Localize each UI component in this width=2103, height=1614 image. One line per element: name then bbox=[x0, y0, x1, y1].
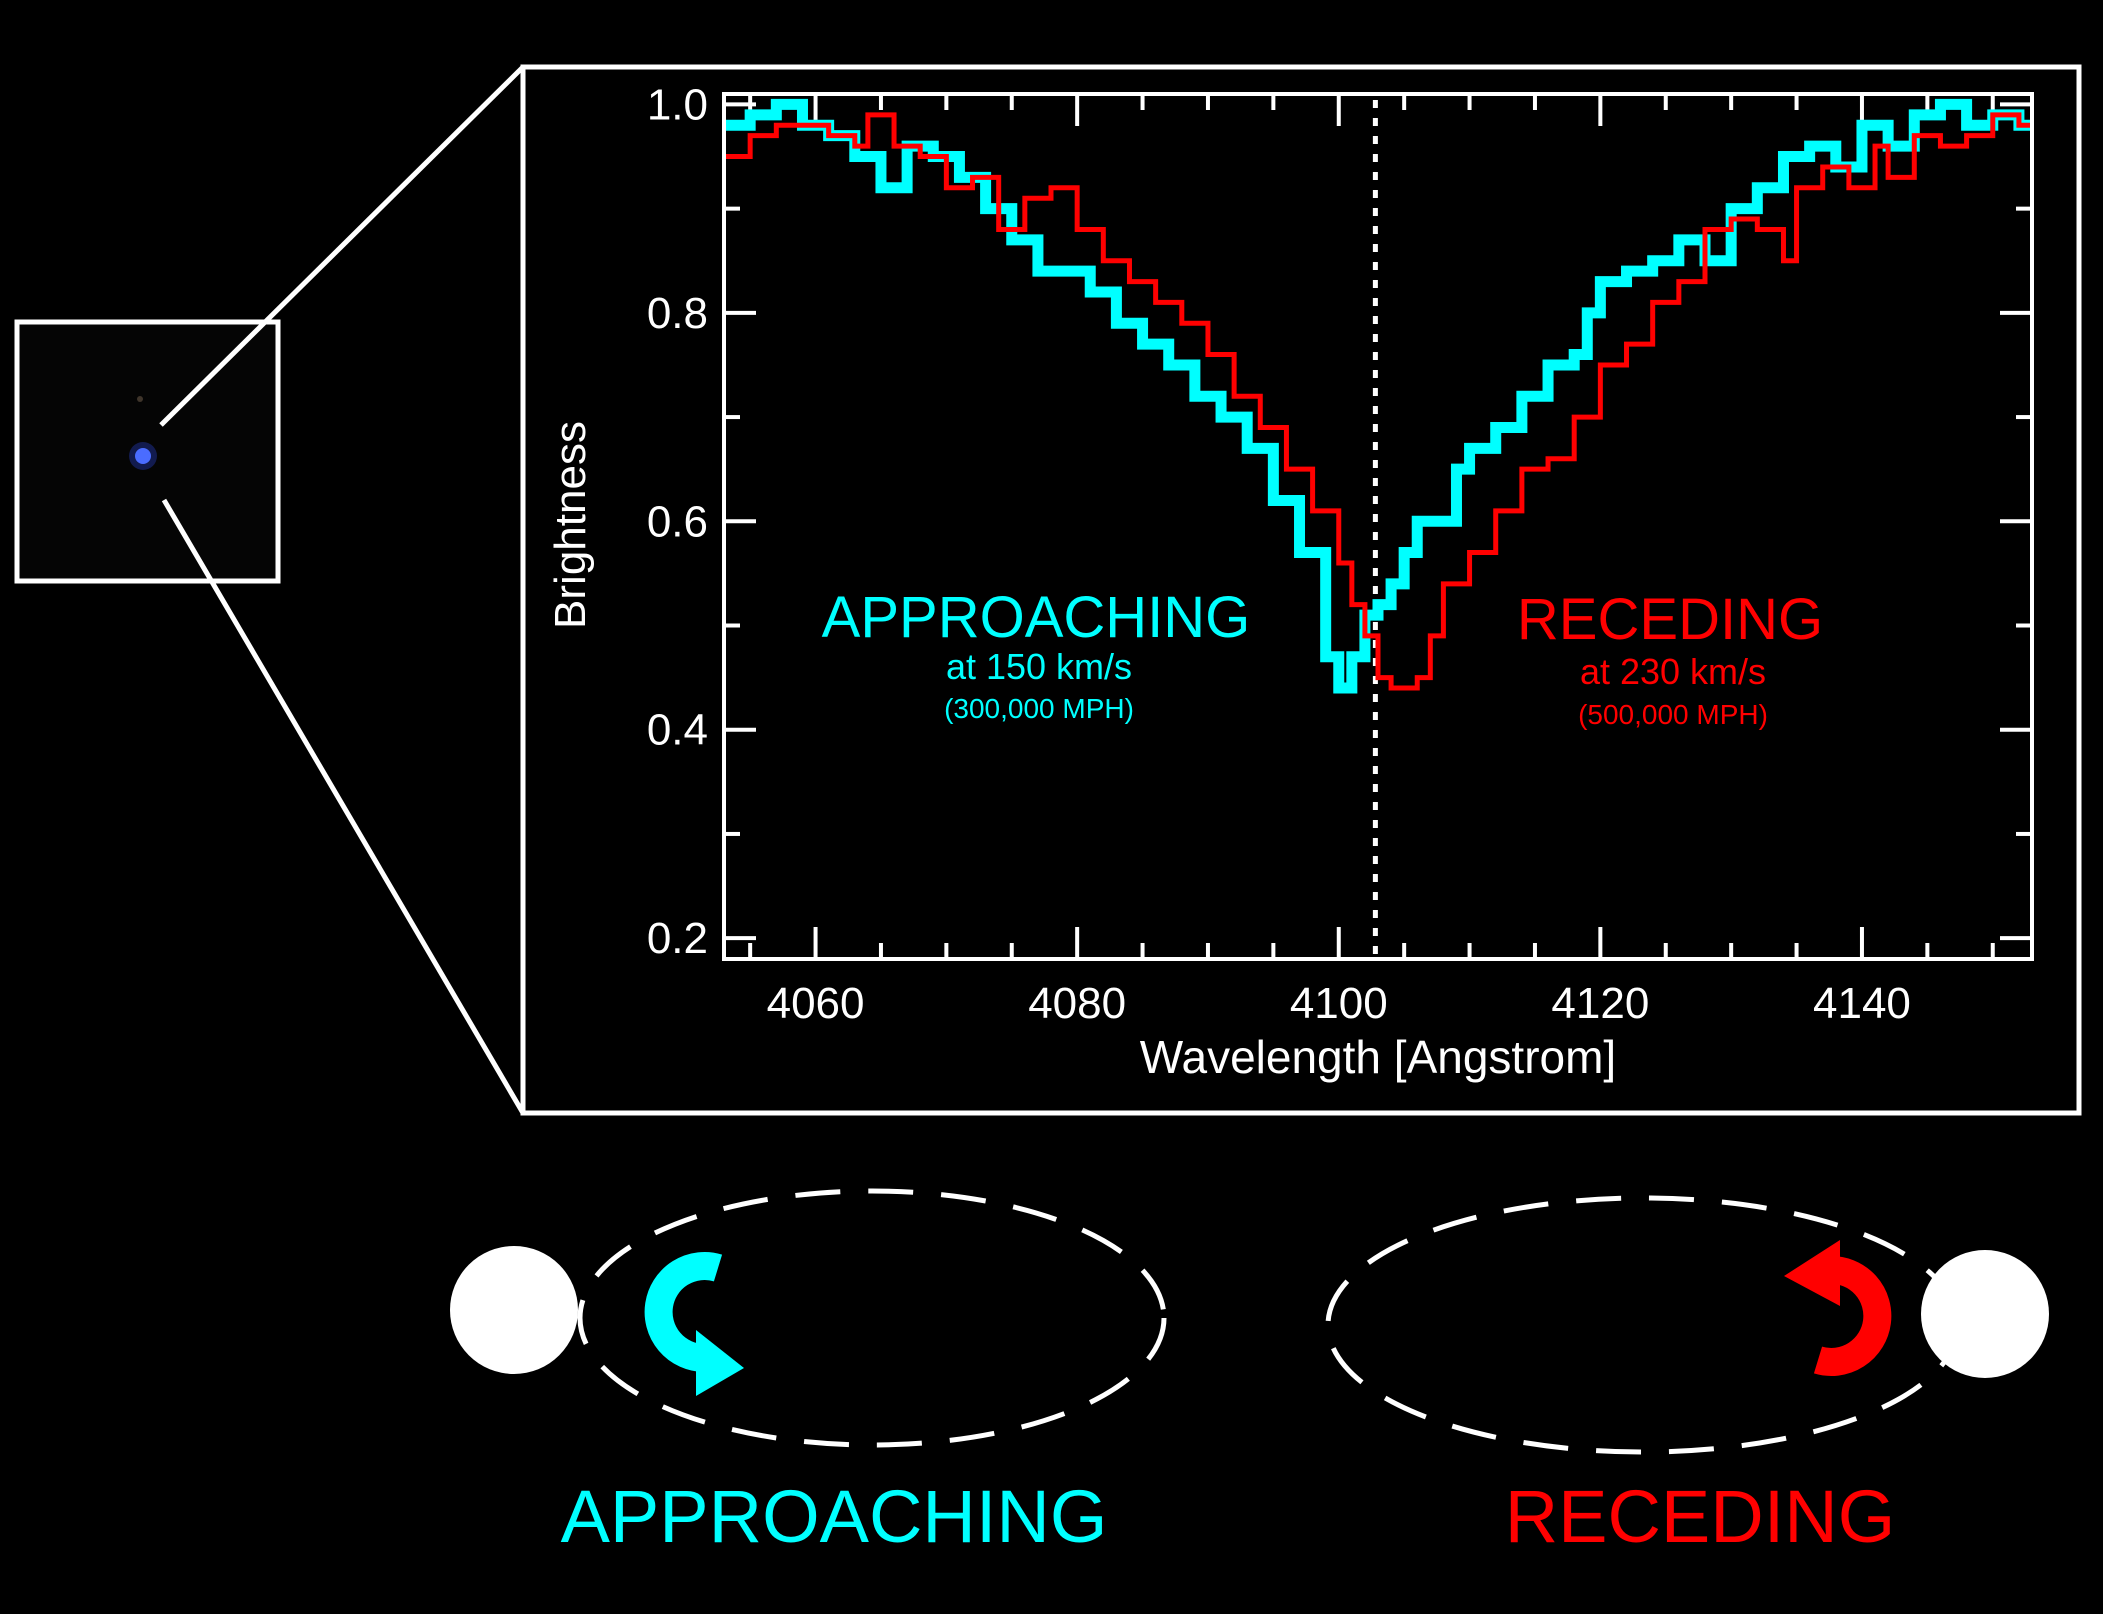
receding-mph: (500,000 MPH) bbox=[1578, 699, 1768, 730]
receding-title: RECEDING bbox=[1517, 587, 1823, 652]
y-tick-label: 0.4 bbox=[647, 706, 708, 755]
approaching-annotation: APPROACHING at 150 km/s (300,000 MPH) bbox=[822, 585, 1251, 724]
approaching-mph: (300,000 MPH) bbox=[944, 693, 1134, 724]
star-left bbox=[450, 1246, 578, 1374]
star-right bbox=[1921, 1250, 2049, 1378]
receding-arrow-icon bbox=[1784, 1240, 1892, 1376]
plot-axes-box bbox=[722, 92, 2034, 961]
y-tick-labels: 0.2 0.4 0.6 0.8 1.0 bbox=[647, 80, 708, 963]
chart-frame bbox=[520, 64, 2082, 1116]
x-axis-title: Wavelength [Angstrom] bbox=[1140, 1031, 1616, 1083]
approaching-title: APPROACHING bbox=[822, 585, 1251, 650]
receding-annotation: RECEDING at 230 km/s (500,000 MPH) bbox=[1517, 587, 1823, 730]
x-tick-label: 4100 bbox=[1290, 979, 1388, 1028]
diagram-label-receding: RECEDING bbox=[1505, 1475, 1896, 1558]
spectrum-plot: 4060 4080 4100 4120 4140 0.2 0.4 0.6 0.8 1.0 Wav… bbox=[546, 80, 2034, 1083]
y-tick-label: 0.8 bbox=[647, 289, 708, 338]
x-tick-label: 4140 bbox=[1813, 979, 1911, 1028]
receding-speed: at 230 km/s bbox=[1580, 651, 1766, 692]
diagram-label-approaching: APPROACHING bbox=[561, 1475, 1108, 1558]
approaching-orbit-diagram: APPROACHING bbox=[450, 1188, 1167, 1558]
approaching-arrow-icon bbox=[644, 1252, 744, 1396]
y-axis-title: Brightness bbox=[546, 421, 595, 629]
receding-orbit-diagram: RECEDING bbox=[1325, 1195, 2049, 1558]
y-tick-label: 0.2 bbox=[647, 914, 708, 963]
axis-ticks bbox=[724, 94, 2032, 959]
series-receding-line bbox=[724, 112, 2032, 691]
x-tick-labels: 4060 4080 4100 4120 4140 bbox=[767, 979, 1911, 1028]
y-tick-label: 0.6 bbox=[647, 497, 708, 546]
x-tick-label: 4080 bbox=[1028, 979, 1126, 1028]
approaching-speed: at 150 km/s bbox=[946, 646, 1132, 687]
orbit-path-left bbox=[577, 1188, 1167, 1448]
star bbox=[135, 448, 151, 464]
y-tick-label: 1.0 bbox=[647, 80, 708, 129]
x-tick-label: 4060 bbox=[767, 979, 865, 1028]
x-tick-label: 4120 bbox=[1551, 979, 1649, 1028]
star-image-inset bbox=[14, 65, 526, 1115]
zoom-line-bottom bbox=[161, 498, 526, 1115]
zoom-line-top bbox=[159, 65, 525, 427]
series-approaching-line bbox=[724, 98, 2032, 694]
